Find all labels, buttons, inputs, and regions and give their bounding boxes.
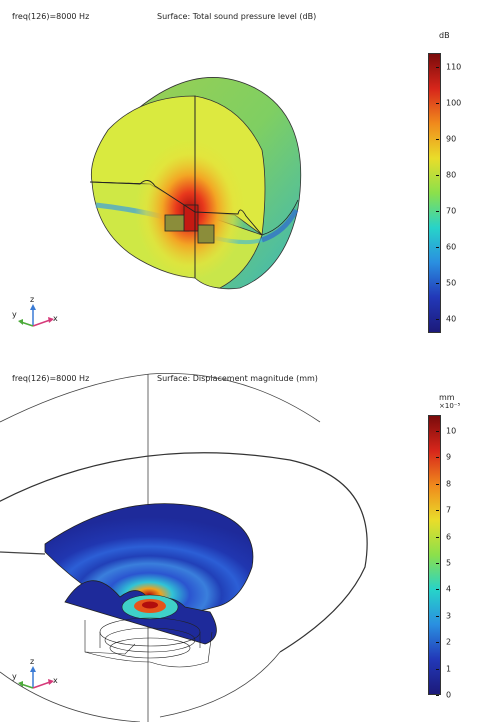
colorbar-tick-mark	[436, 175, 439, 176]
colorbar-tick-label: 6	[446, 532, 452, 542]
y-axis-label: y	[12, 310, 17, 319]
y-axis-label: y	[12, 672, 17, 681]
displacement-plot-panel: freq(126)=8000 Hz Surface: Displacement …	[0, 362, 483, 722]
colorbar-exponent: ×10⁻⁵	[439, 402, 461, 410]
colorbar-tick-mark	[436, 510, 439, 512]
colorbar-tick-label: 90	[446, 134, 457, 144]
colorbar-tick-mark	[436, 589, 439, 591]
colorbar-tick-mark	[436, 431, 439, 432]
colorbar-tick-mark	[436, 319, 439, 320]
colorbar-tick-mark	[436, 211, 439, 212]
x-axis-label: x	[53, 676, 58, 685]
colorbar-tick-label: 50	[446, 278, 457, 288]
colorbar-unit: mm	[439, 393, 455, 402]
colorbar-tick-label: 70	[446, 206, 457, 216]
colorbar-tick-mark	[436, 695, 439, 696]
colorbar-tick-label: 9	[446, 452, 452, 462]
axis-triad: z x y	[8, 295, 68, 338]
colorbar-tick-label: 60	[446, 242, 457, 252]
colorbar-unit: dB	[439, 31, 450, 40]
colorbar-tick-mark	[436, 536, 439, 538]
colorbar	[428, 53, 441, 333]
colorbar-tick-label: 5	[446, 558, 452, 568]
colorbar-tick-label: 1	[446, 664, 452, 674]
colorbar	[428, 415, 441, 695]
colorbar-tick-mark	[436, 457, 439, 459]
colorbar-tick-mark	[436, 615, 439, 617]
x-axis-label: x	[53, 314, 58, 323]
axis-triad: z x y	[8, 657, 68, 700]
colorbar-tick-mark	[436, 668, 439, 670]
colorbar-tick-label: 3	[446, 611, 452, 621]
colorbar-tick-label: 8	[446, 479, 452, 489]
magnet-assembly	[84, 617, 213, 668]
surface-title: Surface: Total sound pressure level (dB)	[157, 12, 317, 21]
transducer-right	[197, 224, 215, 244]
displacement-3d-view[interactable]	[0, 362, 483, 722]
colorbar-tick-mark	[436, 563, 439, 564]
colorbar-tick-mark	[436, 283, 439, 284]
colorbar-tick-mark	[436, 67, 439, 68]
colorbar-tick-label: 0	[446, 690, 452, 700]
z-axis-label: z	[30, 657, 35, 666]
colorbar-tick-label: 2	[446, 637, 452, 647]
frequency-label: freq(126)=8000 Hz	[12, 374, 90, 383]
colorbar-tick-label: 100	[446, 98, 462, 108]
colorbar-tick-mark	[436, 247, 439, 248]
colorbar-tick-label: 4	[446, 584, 452, 594]
spl-3d-view[interactable]	[0, 0, 483, 360]
colorbar-tick-label: 80	[446, 170, 457, 180]
colorbar-tick-label: 7	[446, 505, 452, 515]
colorbar-tick-label: 10	[446, 426, 457, 436]
spl-plot-panel: freq(126)=8000 Hz Surface: Total sound p…	[0, 0, 483, 360]
colorbar-tick-mark	[436, 139, 439, 140]
frequency-label: freq(126)=8000 Hz	[12, 12, 90, 21]
colorbar-tick-mark	[436, 483, 439, 485]
z-axis-label: z	[30, 295, 35, 304]
colorbar-tick-mark	[436, 103, 439, 104]
surface-title: Surface: Displacement magnitude (mm)	[157, 374, 318, 383]
colorbar-tick-label: 110	[446, 62, 462, 72]
colorbar-tick-mark	[436, 642, 439, 644]
colorbar-tick-label: 40	[446, 314, 457, 324]
